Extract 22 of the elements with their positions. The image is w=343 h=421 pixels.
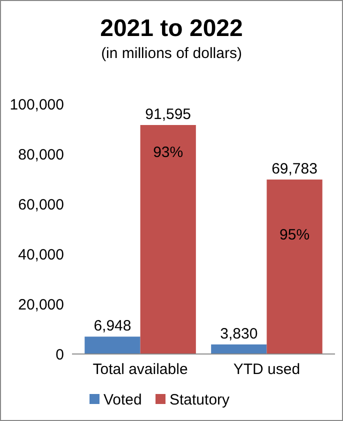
legend-label: Statutory [170, 391, 230, 408]
y-tick-label: 60,000 [18, 196, 64, 214]
data-label: 3,830 [220, 325, 258, 342]
data-label: 91,595 [145, 106, 192, 124]
y-tick-label: 20,000 [18, 296, 64, 314]
data-label: 6,948 [94, 318, 132, 335]
data-label: 69,783 [272, 160, 318, 178]
chart-title: 2021 to 2022 [100, 15, 243, 42]
x-tick-label: YTD used [233, 361, 300, 378]
bar [84, 336, 140, 354]
annotation: 93% [153, 144, 184, 161]
legend-label: Voted [104, 391, 142, 408]
bar [140, 125, 196, 354]
y-tick-label: 80,000 [18, 146, 64, 164]
bar [266, 180, 322, 354]
bar [211, 344, 267, 354]
y-tick-label: 100,000 [10, 96, 64, 114]
y-tick-label: 0 [56, 346, 64, 364]
annotation: 95% [280, 226, 310, 244]
chart-subtitle: (in millions of dollars) [101, 45, 242, 62]
y-tick-label: 40,000 [18, 246, 64, 264]
x-tick-label: Total available [92, 361, 188, 378]
